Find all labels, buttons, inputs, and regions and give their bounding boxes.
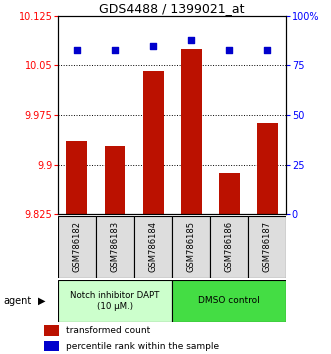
Text: ▶: ▶: [38, 296, 46, 306]
Bar: [257, 123, 278, 214]
Bar: [210, 216, 248, 278]
Bar: [44, 341, 59, 352]
Text: GSM786182: GSM786182: [72, 221, 81, 273]
Point: [226, 47, 232, 52]
Point: [188, 37, 194, 42]
Point: [74, 47, 79, 52]
Title: GDS4488 / 1399021_at: GDS4488 / 1399021_at: [99, 2, 245, 15]
Bar: [67, 142, 87, 214]
Point: [150, 43, 156, 48]
Bar: [134, 216, 172, 278]
Bar: [248, 216, 286, 278]
Bar: [172, 280, 286, 322]
Bar: [58, 216, 96, 278]
Bar: [58, 280, 172, 322]
Text: GSM786185: GSM786185: [187, 221, 196, 273]
Text: Notch inhibitor DAPT
(10 μM.): Notch inhibitor DAPT (10 μM.): [70, 291, 160, 311]
Bar: [105, 146, 125, 214]
Bar: [172, 216, 210, 278]
Text: transformed count: transformed count: [66, 326, 150, 335]
Bar: [181, 49, 202, 214]
Bar: [219, 172, 240, 214]
Point: [112, 47, 118, 52]
Text: percentile rank within the sample: percentile rank within the sample: [66, 342, 219, 351]
Text: GSM786183: GSM786183: [111, 221, 119, 273]
Bar: [44, 325, 59, 336]
Text: agent: agent: [3, 296, 31, 306]
Text: DMSO control: DMSO control: [198, 296, 260, 306]
Point: [264, 47, 270, 52]
Text: GSM786187: GSM786187: [263, 221, 272, 273]
Text: GSM786186: GSM786186: [225, 221, 234, 273]
Bar: [143, 71, 164, 214]
Text: GSM786184: GSM786184: [149, 221, 158, 273]
Bar: [96, 216, 134, 278]
